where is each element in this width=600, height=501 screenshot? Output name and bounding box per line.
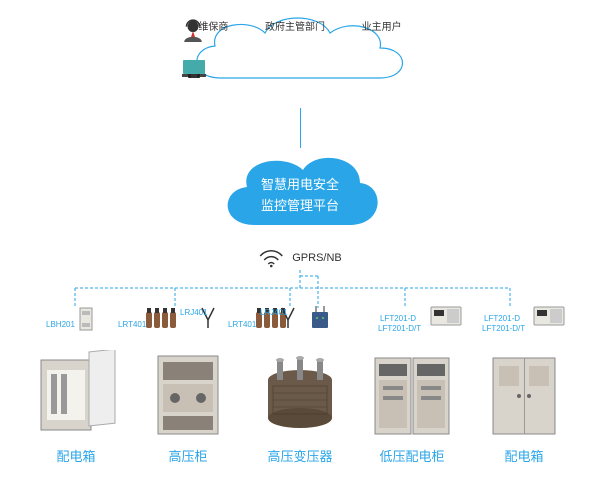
user-role-government: 政府主管部门 bbox=[265, 18, 325, 33]
model-label: LRT401 bbox=[228, 320, 256, 329]
cabinet-label: 低压配电柜 bbox=[379, 446, 444, 465]
user-label: 政府主管部门 bbox=[265, 18, 325, 33]
model-label: LFT201-D/T bbox=[378, 324, 421, 333]
model-labels-row: LBH201LRT401LRJ401LRJ401LRT401LFT201-DLF… bbox=[0, 320, 600, 350]
model-label: LRJ401 bbox=[180, 308, 208, 317]
user-role-owner: 业主用户 bbox=[362, 18, 402, 33]
platform-line2: 监控管理平台 bbox=[215, 196, 385, 217]
platform-line1: 智慧用电安全 bbox=[215, 175, 385, 196]
platform-title: 智慧用电安全 监控管理平台 bbox=[215, 175, 385, 217]
platform-cloud: 智慧用电安全 监控管理平台 bbox=[215, 145, 385, 245]
cabinet-label: 高压柜 bbox=[168, 446, 207, 465]
user-roles-row: 维保商 政府主管部门 业主用户 bbox=[180, 18, 420, 33]
cabinet-dist-box-open: 配电箱 bbox=[31, 350, 121, 465]
system-diagram: 维保商 政府主管部门 业主用户 bbox=[0, 0, 600, 501]
model-label: LRJ401 bbox=[260, 308, 288, 317]
model-label: LBH201 bbox=[46, 320, 75, 329]
model-label: LFT201-D bbox=[380, 314, 416, 323]
cabinet-label: 配电箱 bbox=[56, 446, 95, 465]
cabinet-label: 高压变压器 bbox=[267, 446, 332, 465]
cabinet-hv-cabinet: 高压柜 bbox=[143, 350, 233, 465]
model-label: LRT401 bbox=[118, 320, 146, 329]
cabinet-lv-cabinet: 低压配电柜 bbox=[367, 350, 457, 465]
user-label: 业主用户 bbox=[362, 18, 402, 33]
person-laptop-icon bbox=[180, 18, 206, 44]
wifi-icon bbox=[258, 248, 284, 268]
cabinet-transformer: 高压变压器 bbox=[255, 350, 345, 465]
wireless-label: GPRS/NB bbox=[292, 252, 342, 264]
model-label: LFT201-D bbox=[484, 314, 520, 323]
cabinet-label: 配电箱 bbox=[504, 446, 543, 465]
connector-top bbox=[300, 108, 301, 148]
model-label: LFT201-D/T bbox=[482, 324, 525, 333]
monitor-icon bbox=[180, 58, 208, 80]
cabinet-row: 配电箱 高压柜 高压变压器 低压配电柜 配电箱 bbox=[0, 350, 600, 465]
cabinet-dist-box: 配电箱 bbox=[479, 350, 569, 465]
users-cloud: 维保商 政府主管部门 业主用户 bbox=[180, 8, 420, 108]
wireless-block: GPRS/NB bbox=[258, 248, 342, 268]
